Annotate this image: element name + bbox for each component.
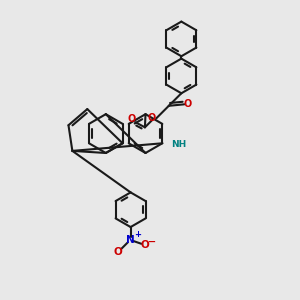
Text: N: N (126, 235, 135, 244)
Text: O: O (114, 247, 122, 257)
Text: −: − (148, 236, 156, 246)
Text: NH: NH (171, 140, 186, 149)
Text: O: O (184, 99, 192, 109)
Text: +: + (134, 230, 141, 239)
Text: O: O (148, 113, 156, 123)
Text: O: O (128, 114, 136, 124)
Text: O: O (140, 240, 149, 250)
